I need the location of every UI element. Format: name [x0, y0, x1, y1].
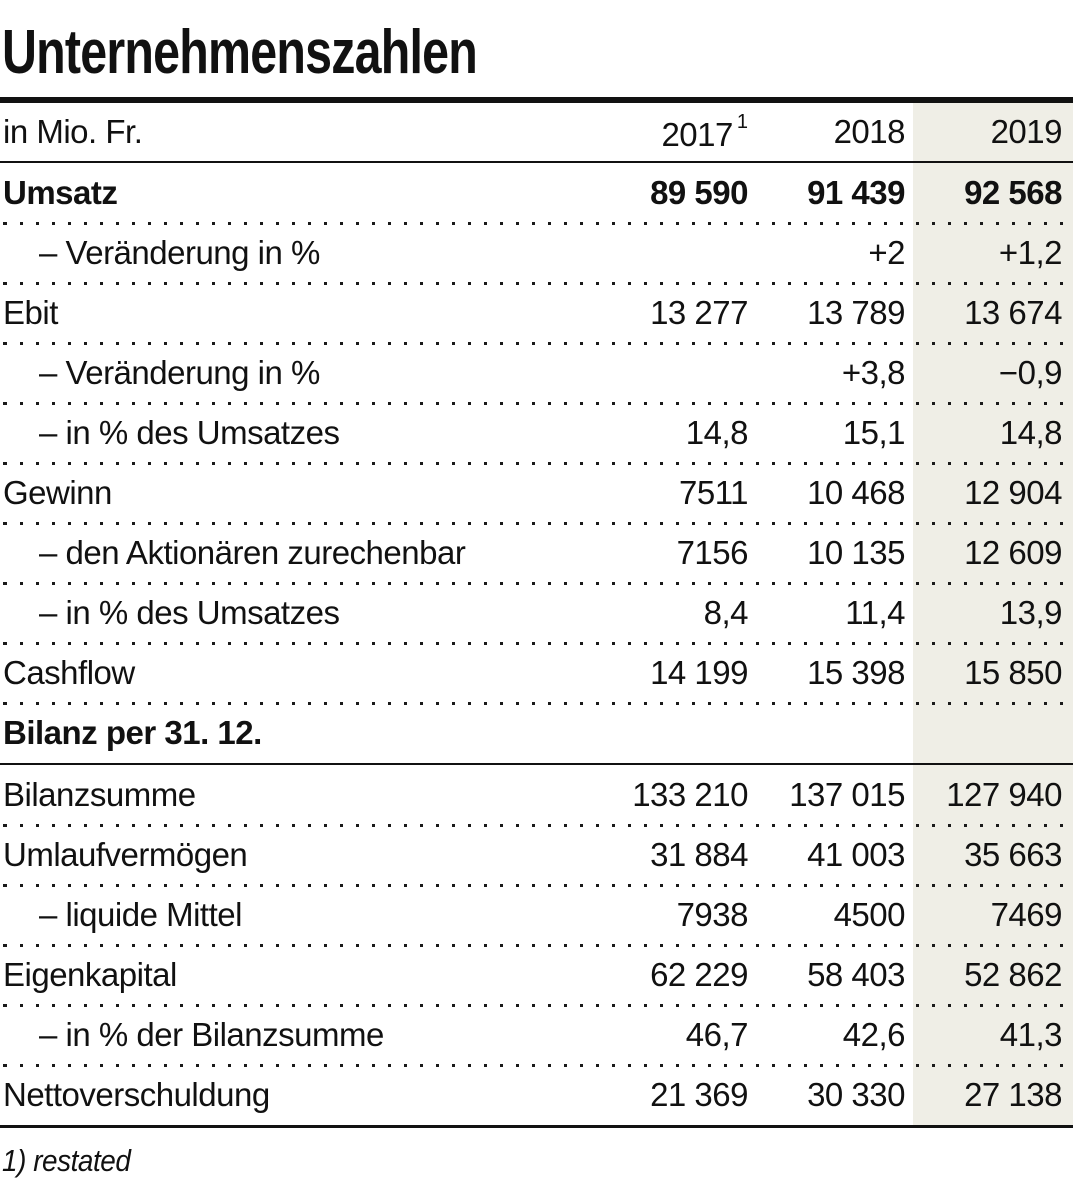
cell-value: 13 277: [650, 294, 748, 331]
cell-value: 7511: [679, 474, 748, 511]
row-label: – in % des Umsatzes: [39, 414, 340, 451]
row-label: Nettoverschuldung: [3, 1076, 270, 1113]
cell-value: 14,8: [999, 414, 1063, 451]
table-row: Bilanzsumme 133 210 137 015 127 940: [0, 765, 1073, 827]
table-row: Cashflow 14 199 15 398 15 850: [0, 643, 1073, 705]
row-label: – in % der Bilanzsumme: [39, 1016, 384, 1053]
row-label: Gewinn: [3, 474, 112, 511]
row-label: Umlaufvermögen: [3, 836, 248, 873]
row-label: – Veränderung in %: [39, 234, 320, 271]
cell-value: 13 789: [807, 294, 905, 331]
row-label: Bilanzsumme: [3, 776, 196, 813]
table-row: – liquide Mittel 7938 4500 7469: [0, 885, 1073, 947]
cell-value: 27 138: [964, 1076, 1062, 1113]
cell-value: 42,6: [842, 1016, 906, 1053]
table-row: Umsatz 89 590 91 439 92 568: [0, 163, 1073, 225]
table-row: Eigenkapital 62 229 58 403 52 862: [0, 945, 1073, 1007]
highlight-2019-column: [913, 103, 1073, 1125]
cell-value: 7156: [676, 534, 749, 571]
cell-value: 7469: [990, 896, 1063, 933]
row-label: Cashflow: [3, 654, 135, 691]
cell-value: 12 609: [964, 534, 1062, 571]
cell-value: 15 850: [964, 654, 1062, 691]
financial-table: in Mio. Fr. 2017 1 2018 2019 Umsatz 89 590…: [0, 97, 1073, 1128]
cell-value: +2: [868, 234, 905, 271]
cell-value: 92 568: [964, 174, 1062, 211]
cell-value: 10 468: [807, 474, 905, 511]
cell-value: 31 884: [650, 836, 748, 873]
row-label: – den Aktionären zurechenbar: [39, 534, 466, 571]
cell-value: 15 398: [807, 654, 905, 691]
cell-value: 41,3: [999, 1016, 1063, 1053]
row-label: Eigenkapital: [3, 956, 177, 993]
table-row: – in % des Umsatzes 8,4 11,4 13,9: [0, 583, 1073, 645]
page-title: Unternehmenszahlen: [2, 18, 478, 87]
cell-value: 30 330: [807, 1076, 905, 1113]
cell-value: 137 015: [789, 776, 905, 813]
cell-value: 58 403: [807, 956, 905, 993]
table-body: Umsatz 89 590 91 439 92 568 – Veränderung in…: [0, 163, 1073, 1125]
row-label: Ebit: [3, 294, 58, 331]
section-label: Bilanz per 31. 12.: [3, 714, 262, 751]
table-row: Nettoverschuldung 21 369 30 330 27 138: [0, 1065, 1073, 1125]
row-label: – liquide Mittel: [39, 896, 242, 933]
unit-label: in Mio. Fr.: [3, 113, 143, 150]
cell-value: 14 199: [650, 654, 748, 691]
row-label: Umsatz: [3, 174, 118, 211]
cell-value: 10 135: [807, 534, 905, 571]
cell-value: 52 862: [964, 956, 1062, 993]
cell-value: 91 439: [807, 174, 905, 211]
cell-value: 46,7: [685, 1016, 749, 1053]
cell-value: 15,1: [842, 414, 906, 451]
row-label: – in % des Umsatzes: [39, 594, 340, 631]
table-row: – in % der Bilanzsumme 46,7 42,6 41,3: [0, 1005, 1073, 1067]
table-header-row: in Mio. Fr. 2017 1 2018 2019: [0, 103, 1073, 163]
cell-value: 4500: [833, 896, 906, 933]
cell-value: 14,8: [685, 414, 749, 451]
cell-value: +3,8: [841, 354, 906, 391]
column-header-2018: 2018: [833, 113, 906, 150]
column-header-2017: 2017 1: [661, 110, 748, 153]
table-row: Ebit 13 277 13 789 13 674: [0, 283, 1073, 345]
footnote-marker: 1: [736, 110, 748, 133]
section-header-row: Bilanz per 31. 12.: [0, 703, 1073, 765]
cell-value: 12 904: [964, 474, 1062, 511]
column-header-2019: 2019: [990, 113, 1063, 150]
cell-value: 11,4: [845, 594, 905, 631]
cell-value: 13 674: [964, 294, 1062, 331]
cell-value: +1,2: [998, 234, 1063, 271]
cell-value: 8,4: [703, 594, 749, 631]
table-row: – Veränderung in % +3,8 −0,9: [0, 343, 1073, 405]
table-row: – Veränderung in % +2 +1,2: [0, 223, 1073, 285]
table-row: Gewinn 7511 10 468 12 904: [0, 463, 1073, 525]
table-row: – den Aktionären zurechenbar 7156 10 135 12…: [0, 523, 1073, 585]
cell-value: 35 663: [964, 836, 1062, 873]
cell-value: −0,9: [998, 354, 1063, 391]
table-row: Umlaufvermögen 31 884 41 003 35 663: [0, 825, 1073, 887]
cell-value: 21 369: [650, 1076, 748, 1113]
table-row: – in % des Umsatzes 14,8 15,1 14,8: [0, 403, 1073, 465]
row-label: – Veränderung in %: [39, 354, 320, 391]
cell-value: 133 210: [632, 776, 748, 813]
cell-value: 7938: [676, 896, 749, 933]
cell-value: 127 940: [946, 776, 1062, 813]
cell-value: 62 229: [650, 956, 748, 993]
cell-value: 41 003: [807, 836, 905, 873]
cell-value: 13,9: [999, 594, 1063, 631]
footnote-restated: 1) restated: [2, 1143, 131, 1178]
cell-value: 89 590: [650, 174, 748, 211]
